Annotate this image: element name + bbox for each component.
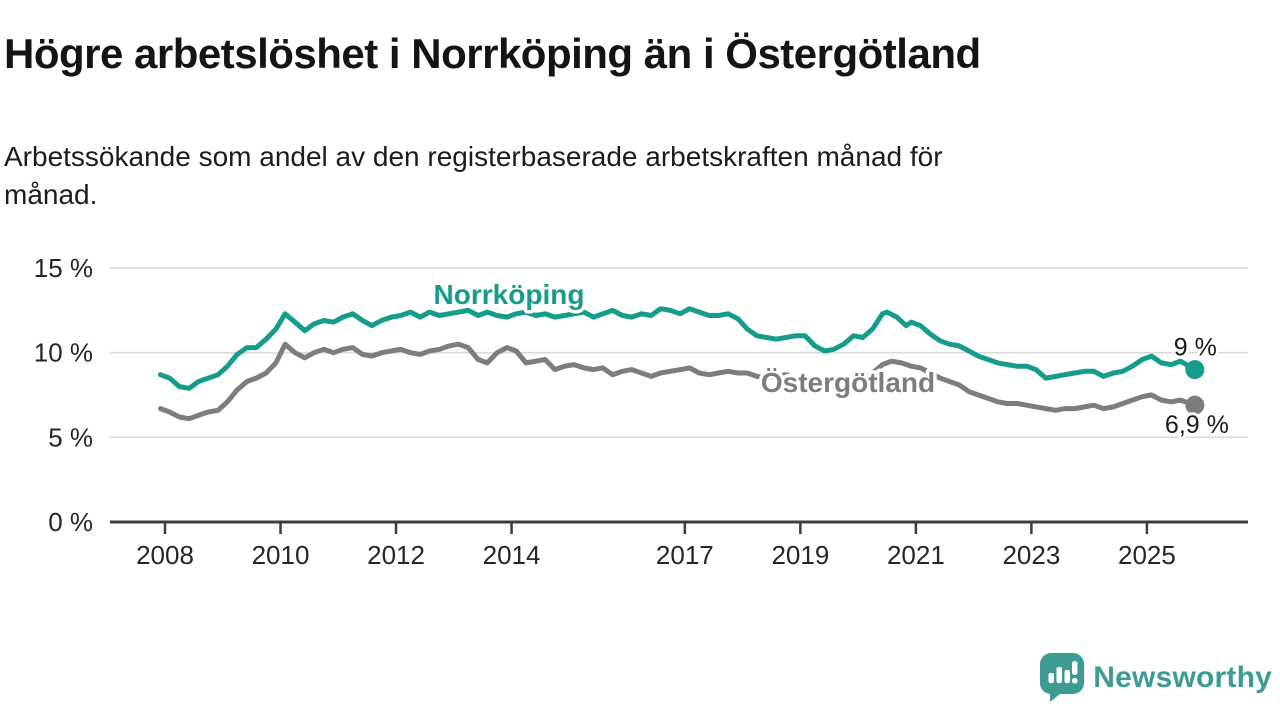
x-tick-label-2025: 2025 bbox=[1118, 540, 1176, 570]
x-tick-label-2017: 2017 bbox=[656, 540, 714, 570]
ostergotland-end-value-label: 6,9 % bbox=[1165, 411, 1229, 439]
newsworthy-logo: Newsworthy bbox=[1040, 653, 1272, 702]
x-tick-label-2010: 2010 bbox=[252, 540, 310, 570]
newsworthy-logo-text: Newsworthy bbox=[1093, 660, 1272, 694]
y-tick-label-0: 0 % bbox=[48, 507, 93, 537]
x-tick-label-2014: 2014 bbox=[483, 540, 541, 570]
y-tick-label-15: 15 % bbox=[34, 253, 93, 283]
chart-subtitle: Arbetssökande som andel av den registerb… bbox=[4, 138, 1204, 214]
y-tick-label-5: 5 % bbox=[48, 422, 93, 452]
norrkoping-end-value-label: 9 % bbox=[1174, 334, 1217, 362]
x-tick-label-2019: 2019 bbox=[771, 540, 829, 570]
subtitle-line-1: Arbetssökande som andel av den registerb… bbox=[4, 141, 943, 172]
ostergotland-series-label: Östergötland bbox=[761, 367, 935, 398]
ostergotland-end-dot bbox=[1185, 395, 1205, 415]
x-tick-label-2021: 2021 bbox=[887, 540, 945, 570]
norrkoping-series-label: Norrköping bbox=[434, 279, 585, 310]
y-tick-label-10: 10 % bbox=[34, 338, 93, 368]
x-tick-label-2023: 2023 bbox=[1002, 540, 1060, 570]
x-tick-label-2008: 2008 bbox=[136, 540, 194, 570]
norrkoping-line bbox=[157, 306, 1198, 391]
newsworthy-logo-icon bbox=[1040, 653, 1085, 702]
ostergotland-line bbox=[157, 341, 1198, 422]
subtitle-line-2: månad. bbox=[4, 179, 98, 210]
x-tick-label-2012: 2012 bbox=[367, 540, 425, 570]
chart-title: Högre arbetslöshet i Norrköping än i Öst… bbox=[4, 30, 981, 77]
norrkoping-end-dot bbox=[1185, 360, 1205, 380]
